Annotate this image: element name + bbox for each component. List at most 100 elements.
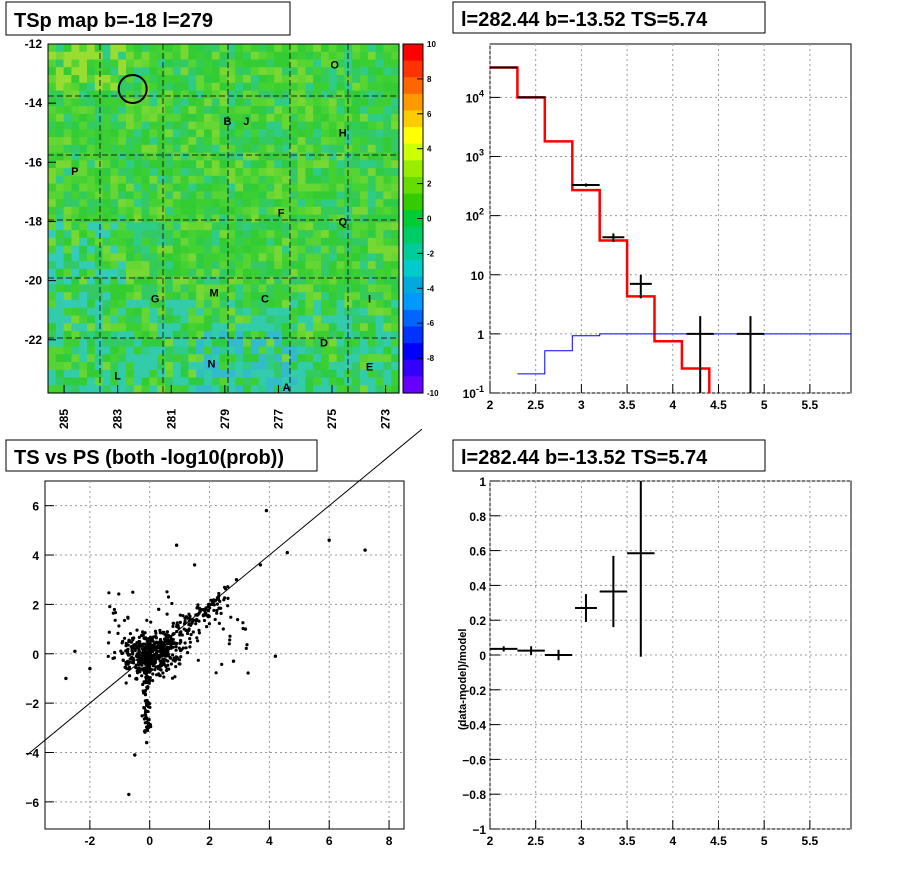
heatmap-cell (344, 98, 353, 107)
heatmap-cell (141, 284, 150, 293)
heatmap-cell (297, 175, 306, 185)
heatmap-cell (360, 183, 369, 192)
heatmap-cell (360, 129, 369, 138)
heatmap-cell (102, 307, 111, 317)
heatmap-cell (87, 222, 96, 231)
heatmap-cell (87, 299, 96, 309)
heatmap-cell (258, 214, 267, 223)
heatmap-cell (375, 175, 384, 185)
heatmap-cell (71, 214, 80, 223)
heatmap-cell (297, 323, 306, 332)
scatter-point (195, 618, 199, 622)
heatmap-cell (102, 253, 111, 262)
heatmap-cell (383, 75, 392, 84)
heatmap-cell (360, 299, 369, 309)
heatmap-cell (71, 82, 80, 92)
heatmap-cell (274, 284, 283, 293)
heatmap-cell (250, 191, 260, 200)
heatmap-cell (282, 144, 291, 154)
heatmap-cell (157, 191, 166, 200)
heatmap-cell (133, 315, 143, 324)
heatmap-cell (55, 261, 65, 270)
spectrum-grid (489, 44, 851, 394)
heatmap-cell (282, 338, 291, 348)
heatmap-cell (360, 261, 369, 270)
heatmap-cell (250, 245, 260, 254)
heatmap-cell (297, 59, 306, 68)
scatter-x-tick-label: 4 (266, 834, 273, 848)
heatmap-cell (102, 98, 111, 107)
heatmap-cell (141, 268, 150, 278)
spectrum-y-tick-label: 10-1 (463, 384, 484, 401)
heatmap-cell (79, 168, 88, 177)
heatmap-cell (71, 253, 80, 262)
heatmap-cell (133, 284, 143, 293)
heatmap-cell (328, 261, 338, 270)
heatmap-cell (282, 315, 291, 324)
heatmap-cell (235, 121, 244, 130)
scatter-point (128, 657, 132, 661)
heatmap-cell (282, 222, 291, 231)
heatmap-cell (165, 338, 174, 348)
heatmap-cell (118, 307, 127, 317)
scatter-point (113, 650, 117, 655)
heatmap-cell (297, 253, 306, 262)
scatter-point (221, 627, 225, 631)
heatmap-cell (227, 82, 236, 92)
heatmap-cell (250, 307, 260, 317)
colorbar-swatch (403, 359, 423, 377)
scatter-point (149, 620, 153, 624)
heatmap-cell (219, 168, 228, 177)
heatmap-cell (328, 284, 338, 293)
heatmap-cell (126, 276, 135, 286)
heatmap-cell (94, 113, 104, 123)
heatmap-cell (243, 106, 252, 115)
heatmap-cell (110, 369, 119, 379)
heatmap-cell (48, 338, 57, 348)
heatmap-cell (375, 168, 384, 177)
scatter-diagonal-line (26, 428, 423, 756)
scatter-point (203, 613, 207, 617)
heatmap-cell (391, 51, 400, 61)
residual-data-points (490, 481, 655, 661)
heatmap-cell (258, 90, 267, 99)
heatmap-cell (250, 160, 260, 169)
scatter-point (228, 638, 232, 642)
heatmap-cell (204, 284, 213, 293)
scatter-y-tick-label: 2 (32, 598, 39, 612)
heatmap-cell (79, 152, 88, 161)
heatmap-cell (367, 292, 377, 301)
heatmap-cell (149, 330, 158, 340)
heatmap-cell (110, 214, 119, 223)
heatmap-cell (328, 168, 338, 177)
heatmap-cell (149, 59, 158, 68)
heatmap-cell (211, 276, 221, 286)
heatmap-cell (367, 299, 377, 309)
heatmap-cell (94, 44, 104, 53)
colorbar-swatch (403, 243, 423, 261)
heatmap-cell (352, 98, 361, 107)
heatmap-cell (258, 175, 267, 185)
heatmap-cell (321, 152, 330, 161)
heatmap-cell (266, 385, 275, 394)
heatmap-cell (149, 144, 158, 154)
heatmap-cell (87, 330, 96, 340)
scatter-point (165, 645, 169, 650)
heatmap-cell (375, 245, 384, 254)
heatmap-cell (172, 144, 182, 154)
spectrum-data-points (490, 66, 765, 393)
heatmap-cell (196, 230, 205, 239)
heatmap-cell (289, 59, 299, 68)
heatmap-cell (336, 315, 345, 324)
scatter-point (226, 596, 230, 601)
heatmap-cell (313, 206, 322, 216)
heatmap-cell (367, 354, 377, 363)
heatmap-cell (165, 44, 174, 53)
spectrum-y-tick-label: 1 (477, 328, 484, 342)
heatmap-cell (55, 361, 65, 371)
heatmap-cell (149, 230, 158, 239)
heatmap-cell (274, 315, 283, 324)
scatter-point (196, 603, 200, 607)
heatmap-cell (289, 129, 299, 138)
heatmap-cell (133, 129, 143, 138)
